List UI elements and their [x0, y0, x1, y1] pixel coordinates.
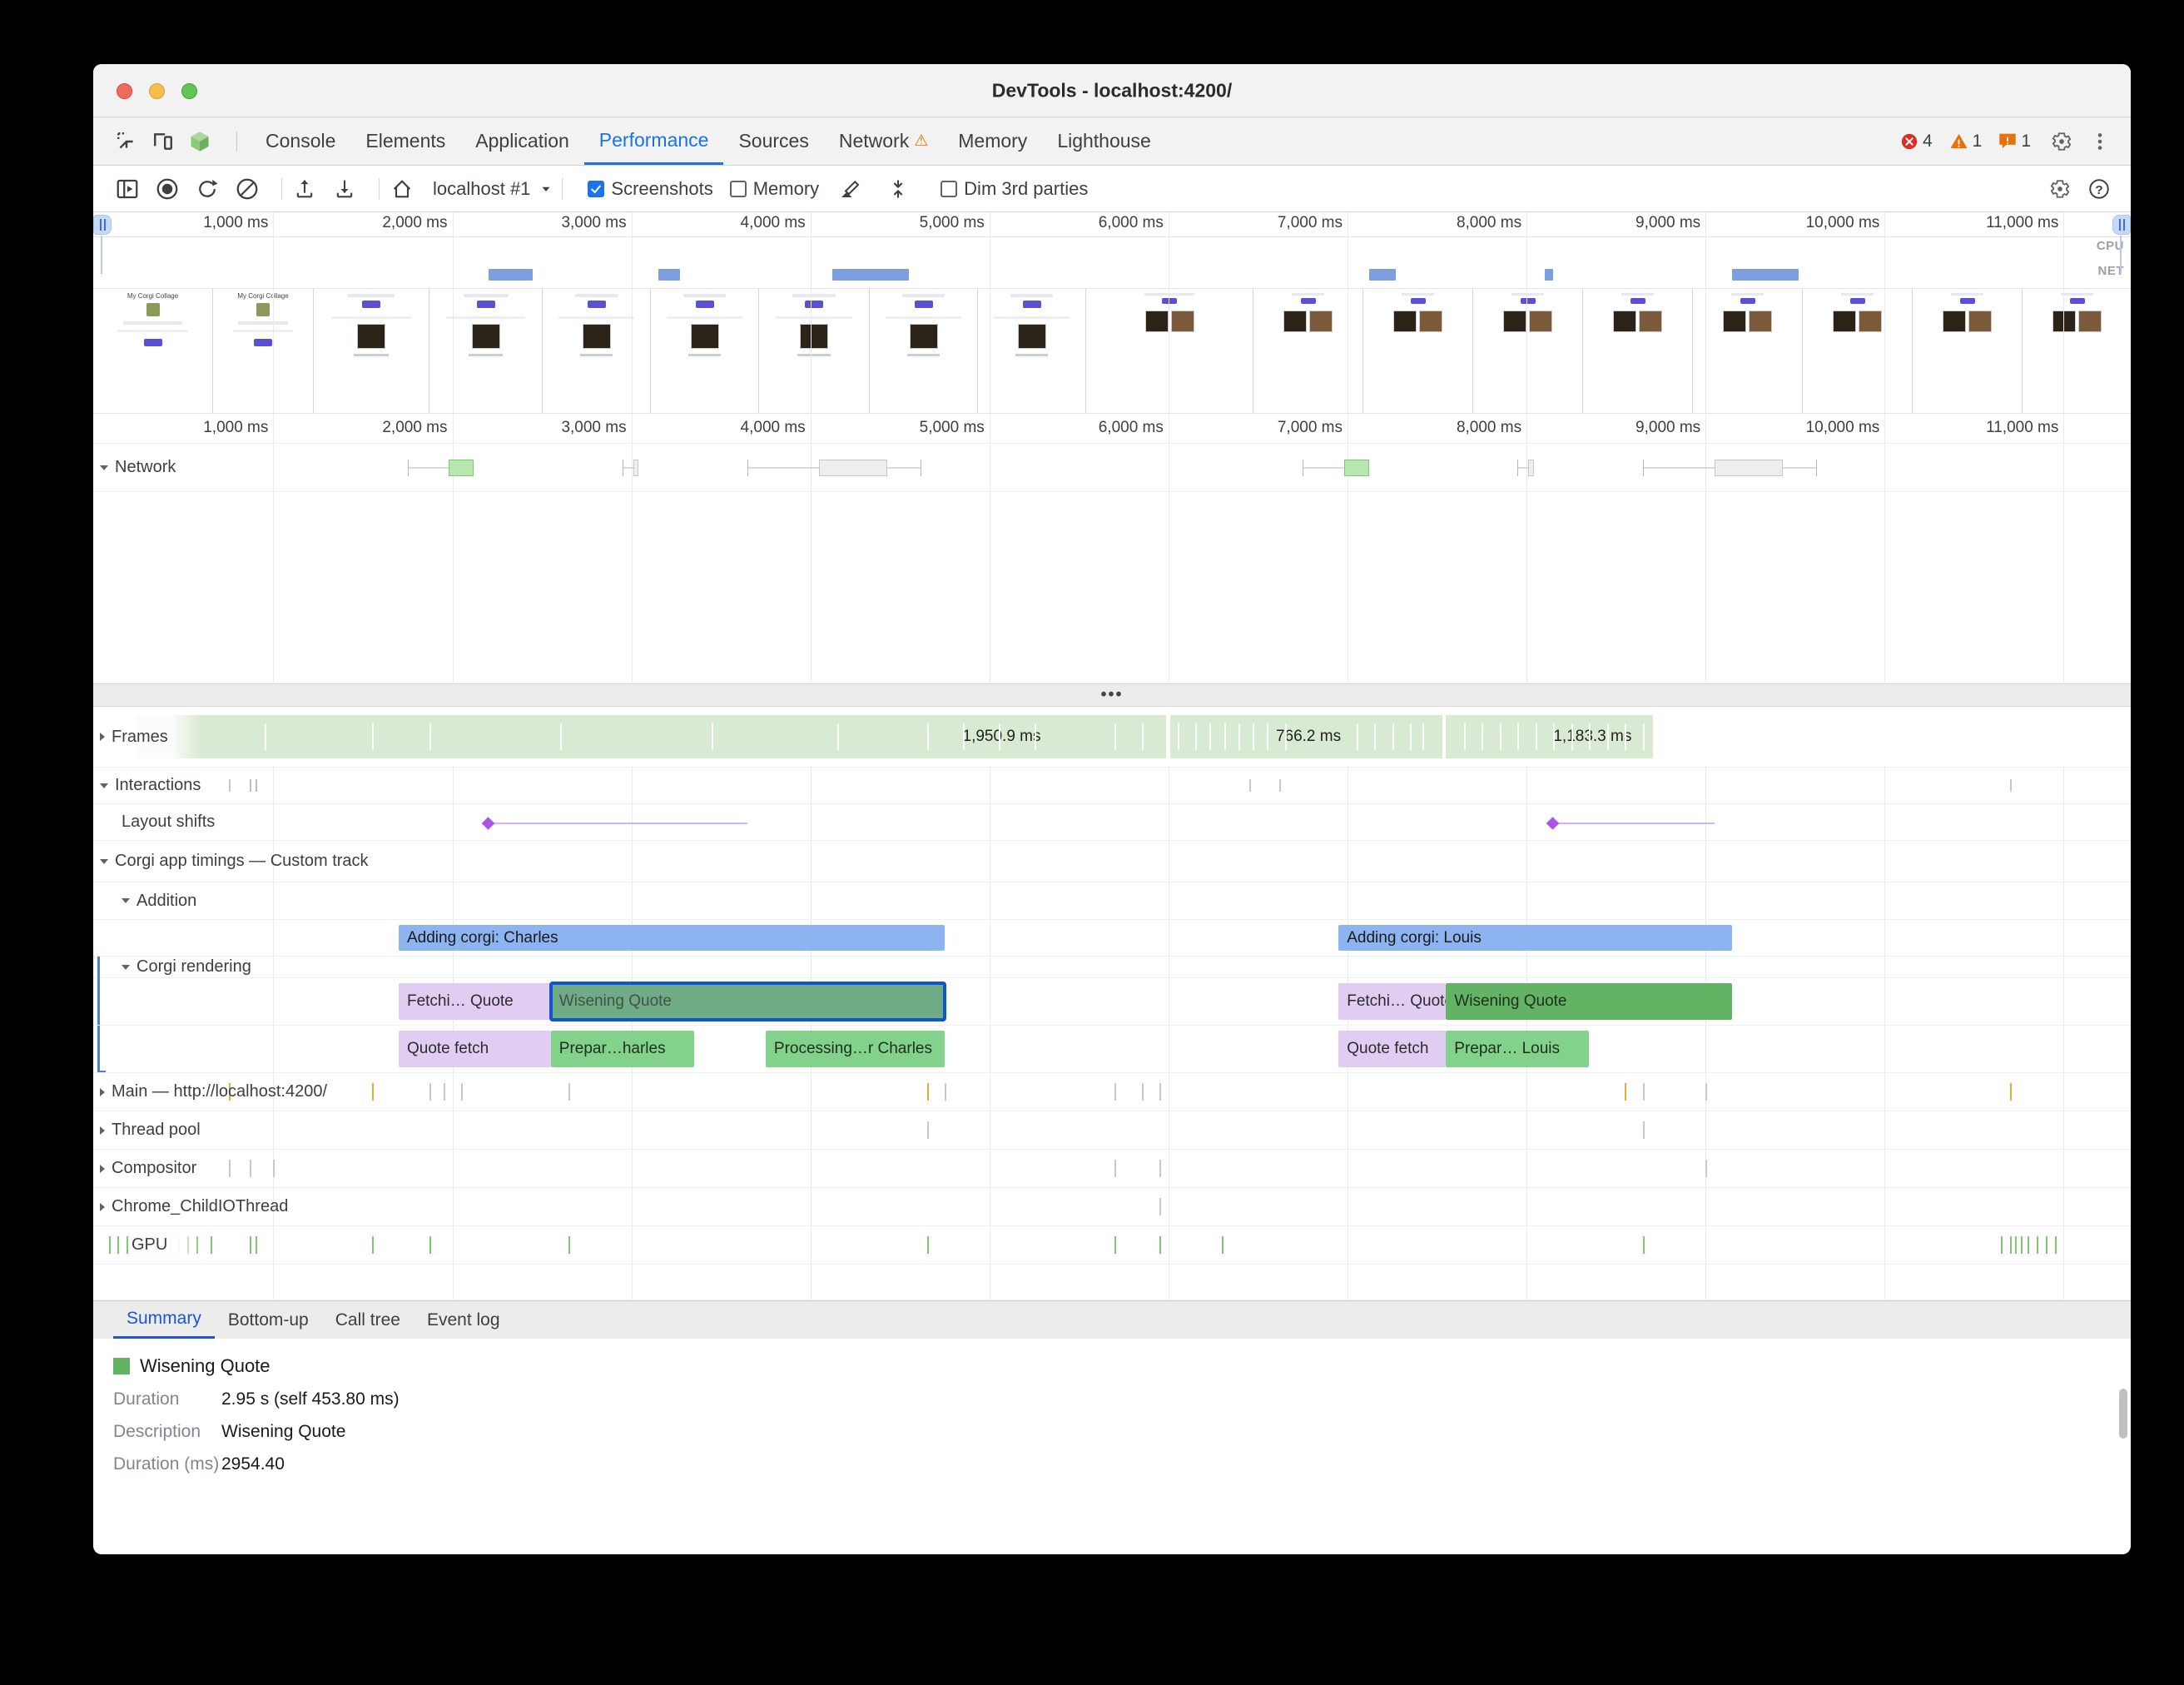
svg-text:?: ?: [2095, 182, 2102, 196]
